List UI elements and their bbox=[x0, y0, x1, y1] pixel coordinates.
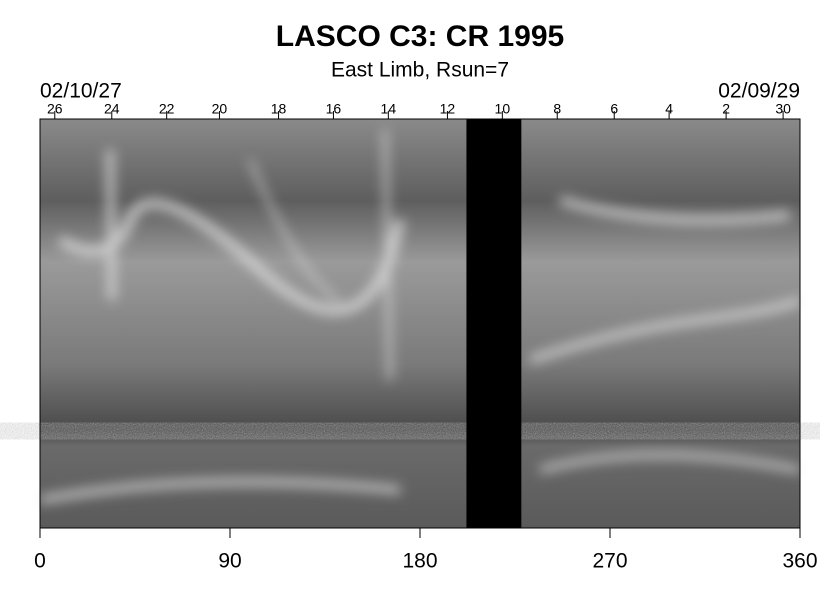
top-tick-label: 22 bbox=[159, 101, 175, 117]
chart-subtitle: East Limb, Rsun=7 bbox=[331, 59, 509, 82]
top-tick-label: 8 bbox=[553, 101, 561, 117]
end-date: 02/09/29 bbox=[718, 80, 800, 103]
map-image bbox=[39, 119, 802, 528]
x-tick-label: 270 bbox=[592, 550, 627, 573]
top-tick-label: 18 bbox=[271, 101, 287, 117]
top-tick-label: 20 bbox=[212, 101, 228, 117]
x-tick-label: 90 bbox=[218, 550, 241, 573]
start-date: 02/10/27 bbox=[40, 80, 122, 103]
top-tick-label: 30 bbox=[775, 101, 791, 117]
top-tick-label: 14 bbox=[381, 101, 397, 117]
top-tick-label: 26 bbox=[47, 101, 63, 117]
x-tick-label: 0 bbox=[34, 550, 46, 573]
chart-title: LASCO C3: CR 1995 bbox=[276, 20, 564, 53]
top-tick-label: 2 bbox=[722, 101, 730, 117]
data-gap bbox=[466, 119, 522, 528]
top-tick-label: 10 bbox=[495, 101, 511, 117]
top-tick-label: 24 bbox=[104, 101, 120, 117]
top-tick-label: 16 bbox=[326, 101, 342, 117]
top-tick-label: 12 bbox=[440, 101, 456, 117]
x-tick-label: 180 bbox=[402, 550, 437, 573]
top-tick-label: 4 bbox=[665, 101, 673, 117]
top-tick-label: 6 bbox=[610, 101, 618, 117]
x-tick-label: 360 bbox=[782, 550, 817, 573]
